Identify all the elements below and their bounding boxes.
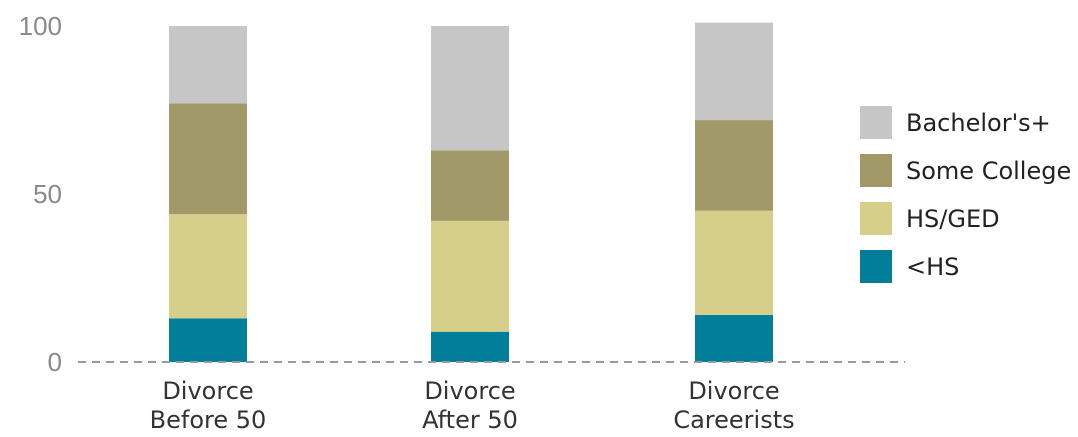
bar-segment: [169, 103, 247, 215]
x-tick-label: Careerists: [673, 406, 794, 434]
legend-label: <HS: [906, 253, 959, 281]
y-tick-label: 50: [33, 179, 62, 209]
legend-swatch: [860, 202, 892, 235]
y-tick-label: 0: [48, 347, 62, 377]
bar-segment: [169, 214, 247, 319]
bar-segment: [695, 22, 773, 121]
bar-segment: [695, 210, 773, 315]
legend-swatch: [860, 154, 892, 187]
bar-segment: [431, 26, 509, 151]
bar-segment: [169, 26, 247, 104]
bar-segment: [695, 120, 773, 211]
bars-group: [169, 22, 773, 362]
legend-label: Bachelor's+: [906, 109, 1051, 137]
bar-segment: [695, 314, 773, 362]
bar-segment: [431, 331, 509, 362]
y-tick-label: 100: [19, 11, 62, 41]
legend-label: Some College: [906, 157, 1071, 185]
x-tick-label: Before 50: [150, 406, 267, 434]
x-tick-label: After 50: [422, 406, 518, 434]
bar-segment: [431, 150, 509, 221]
x-tick-label: Divorce: [424, 377, 515, 405]
bar-segment: [169, 318, 247, 362]
legend-swatch: [860, 250, 892, 283]
y-axis: 0 50 100: [19, 11, 62, 377]
bar-segment: [431, 220, 509, 332]
legend-swatch: [860, 106, 892, 139]
legend-label: HS/GED: [906, 205, 1000, 233]
legend: Bachelor's+ Some College HS/GED <HS: [860, 106, 1071, 283]
x-tick-label: Divorce: [688, 377, 779, 405]
x-tick-label: Divorce: [162, 377, 253, 405]
